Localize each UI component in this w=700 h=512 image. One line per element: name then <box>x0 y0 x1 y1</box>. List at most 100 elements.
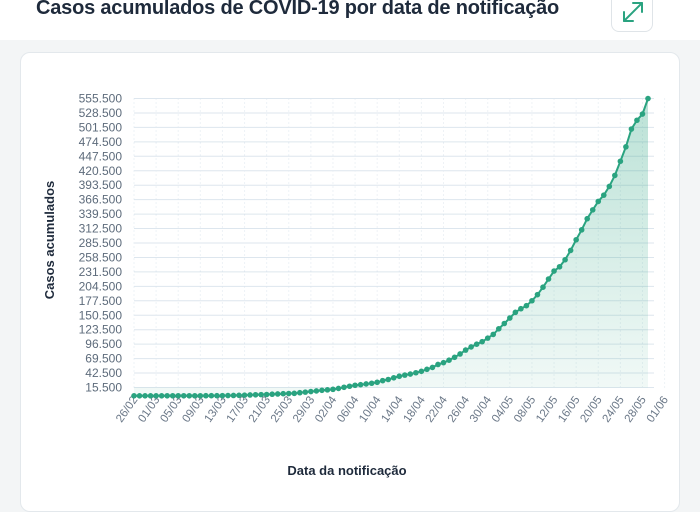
data-point[interactable] <box>529 297 535 304</box>
y-tick-label: 123.500 <box>79 323 123 337</box>
data-point[interactable] <box>302 389 309 395</box>
data-point[interactable] <box>556 263 563 270</box>
data-point[interactable] <box>136 392 143 399</box>
data-point[interactable] <box>507 315 513 321</box>
data-point[interactable] <box>252 391 259 398</box>
data-point[interactable] <box>346 383 353 390</box>
data-point[interactable] <box>567 247 574 254</box>
data-point[interactable] <box>396 373 403 380</box>
data-point[interactable] <box>308 388 314 395</box>
data-point[interactable] <box>357 381 364 388</box>
data-point[interactable] <box>374 379 380 386</box>
data-point[interactable] <box>584 215 591 222</box>
data-point[interactable] <box>595 198 602 205</box>
data-point[interactable] <box>335 385 342 392</box>
data-point[interactable] <box>319 387 325 394</box>
data-point[interactable] <box>142 392 148 399</box>
data-point[interactable] <box>219 392 226 399</box>
data-point[interactable] <box>551 268 557 274</box>
data-point[interactable] <box>269 391 275 398</box>
y-tick-label: 96.500 <box>85 337 122 351</box>
data-point[interactable] <box>490 331 497 338</box>
data-point[interactable] <box>191 392 198 399</box>
data-point[interactable] <box>180 392 187 399</box>
data-point[interactable] <box>313 388 320 394</box>
data-point[interactable] <box>634 117 640 124</box>
data-point[interactable] <box>462 347 469 353</box>
data-point[interactable] <box>158 392 165 399</box>
data-point[interactable] <box>368 380 375 387</box>
data-point[interactable] <box>578 227 585 233</box>
data-point[interactable] <box>258 391 264 398</box>
data-point[interactable] <box>534 291 541 298</box>
data-point[interactable] <box>352 382 358 389</box>
data-point[interactable] <box>402 372 408 378</box>
data-point[interactable] <box>639 111 646 117</box>
data-point[interactable] <box>153 392 159 399</box>
data-point[interactable] <box>468 344 474 350</box>
data-point[interactable] <box>501 320 508 327</box>
data-point[interactable] <box>623 144 629 150</box>
data-point[interactable] <box>512 309 519 316</box>
data-point[interactable] <box>457 351 463 357</box>
data-point[interactable] <box>175 392 182 399</box>
data-point[interactable] <box>495 325 502 332</box>
data-point[interactable] <box>645 95 651 102</box>
data-point[interactable] <box>297 389 303 396</box>
data-point[interactable] <box>186 392 193 399</box>
data-point[interactable] <box>451 354 458 361</box>
x-tick-label: 21/03 <box>247 394 273 424</box>
data-point[interactable] <box>407 371 414 377</box>
y-tick-label: 366.500 <box>79 193 123 207</box>
data-point[interactable] <box>280 390 287 397</box>
data-point[interactable] <box>562 256 568 263</box>
data-point[interactable] <box>330 386 336 393</box>
data-point[interactable] <box>523 302 530 309</box>
expand-button[interactable] <box>611 0 653 32</box>
data-point[interactable] <box>612 172 618 179</box>
data-point[interactable] <box>164 392 170 399</box>
data-point[interactable] <box>379 377 386 384</box>
data-point[interactable] <box>484 335 491 341</box>
data-point[interactable] <box>385 376 392 383</box>
data-point[interactable] <box>606 183 613 190</box>
data-point[interactable] <box>203 392 209 399</box>
data-point[interactable] <box>131 392 137 399</box>
data-point[interactable] <box>291 390 298 397</box>
data-point[interactable] <box>247 392 253 398</box>
data-point[interactable] <box>208 392 215 399</box>
data-point[interactable] <box>241 392 248 398</box>
data-point[interactable] <box>628 126 635 132</box>
data-point[interactable] <box>363 381 369 387</box>
data-point[interactable] <box>197 392 204 399</box>
data-point[interactable] <box>147 392 154 399</box>
data-point[interactable] <box>435 361 441 368</box>
data-point[interactable] <box>429 364 436 371</box>
x-tick-label: 29/03 <box>291 394 317 424</box>
data-point[interactable] <box>390 374 397 381</box>
data-point[interactable] <box>324 387 331 393</box>
data-point[interactable] <box>214 392 220 399</box>
data-point[interactable] <box>236 392 242 399</box>
data-point[interactable] <box>473 341 480 348</box>
data-point[interactable] <box>341 384 347 391</box>
data-point[interactable] <box>446 357 452 364</box>
data-point[interactable] <box>285 390 292 397</box>
data-point[interactable] <box>545 276 552 282</box>
data-point[interactable] <box>424 366 430 373</box>
data-point[interactable] <box>518 305 524 312</box>
data-point[interactable] <box>540 284 546 290</box>
data-point[interactable] <box>617 158 624 165</box>
data-point[interactable] <box>413 369 419 376</box>
data-point[interactable] <box>274 391 281 397</box>
data-point[interactable] <box>263 391 270 398</box>
data-point[interactable] <box>169 392 176 399</box>
data-point[interactable] <box>479 338 485 345</box>
data-point[interactable] <box>225 392 231 399</box>
data-point[interactable] <box>600 192 607 198</box>
data-point[interactable] <box>418 368 425 375</box>
data-point[interactable] <box>230 392 237 399</box>
data-point[interactable] <box>440 359 447 366</box>
data-point[interactable] <box>589 207 596 213</box>
data-point[interactable] <box>573 236 579 243</box>
